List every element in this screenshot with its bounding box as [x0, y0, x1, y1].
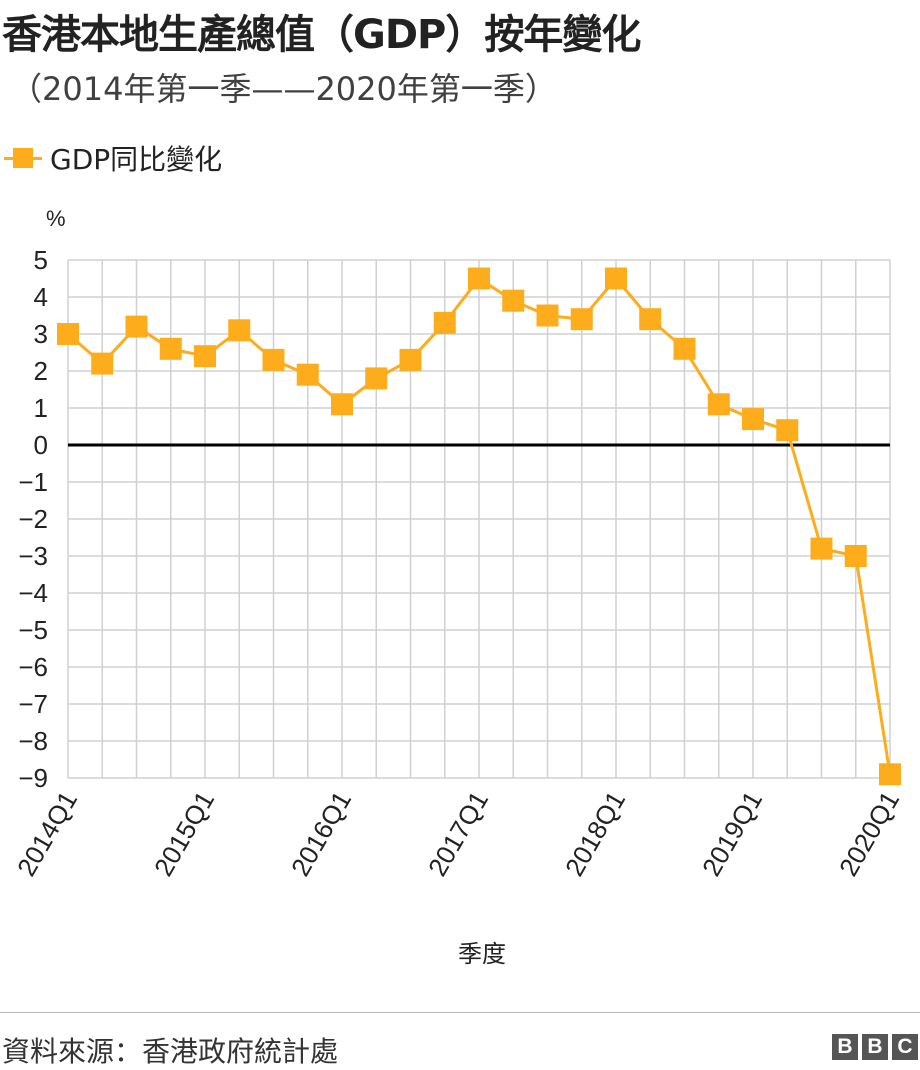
y-tick-label: −1 — [18, 467, 48, 497]
data-point — [91, 352, 114, 375]
data-point — [536, 304, 559, 327]
line-chart: 5 4 3 2 1 0 −1 −2 −3 −4 −5 −6 −7 −8 −9% 2014Q1 2015Q1 201… — [11, 206, 905, 968]
data-point — [365, 367, 388, 390]
x-tick-label: 2015Q1 — [148, 786, 220, 881]
x-tick-label: 2017Q1 — [422, 786, 494, 881]
data-point — [125, 315, 148, 338]
y-tick-label: −8 — [18, 726, 48, 756]
y-tick-label: −4 — [18, 578, 48, 608]
data-point — [228, 319, 251, 342]
x-tick-label: 2019Q1 — [696, 786, 768, 881]
logo-letter: B — [862, 1034, 888, 1060]
y-tick-label: 2 — [34, 356, 48, 386]
y-tick-label: −2 — [18, 504, 48, 534]
x-tick-label: 2016Q1 — [285, 786, 357, 881]
y-tick-label: 5 — [34, 245, 48, 275]
y-tick-label: 0 — [34, 430, 48, 460]
data-point — [673, 337, 696, 360]
data-point — [605, 267, 627, 290]
y-tick-label: −6 — [18, 652, 48, 682]
data-point — [879, 763, 901, 786]
chart-title: 香港本地生產總值（GDP）按年變化 — [2, 12, 641, 58]
y-tick-label: −3 — [18, 541, 48, 571]
logo-letter: C — [892, 1034, 918, 1060]
footer-divider — [0, 1012, 920, 1013]
data-point — [844, 545, 867, 567]
data-point — [433, 311, 456, 334]
chart-subtitle: （2014年第一季——2020年第一季） — [10, 70, 557, 108]
data-point — [742, 408, 764, 431]
y-tick-label: −7 — [18, 689, 48, 719]
x-tick-label: 2020Q1 — [833, 786, 905, 881]
legend: GDP同比變化 — [4, 138, 222, 178]
data-point — [296, 363, 319, 386]
data-point — [707, 393, 730, 416]
y-tick-label: 4 — [34, 282, 48, 312]
source-note: 資料來源：香港政府統計處 — [2, 1035, 339, 1068]
data-point — [776, 419, 799, 442]
data-point — [468, 267, 490, 290]
data-point — [570, 308, 593, 331]
x-tick-label: 2018Q1 — [559, 786, 631, 881]
data-point — [159, 337, 182, 360]
y-tick-label: −9 — [18, 763, 48, 793]
x-tick-label: 2014Q1 — [11, 786, 83, 881]
data-point — [57, 323, 79, 345]
legend-marker — [4, 145, 42, 171]
data-point — [194, 345, 216, 368]
data-point — [262, 348, 285, 371]
data-point — [810, 537, 833, 560]
data-point — [502, 289, 525, 312]
y-tick-label: 3 — [34, 319, 48, 349]
bbc-logo: B B C — [832, 1034, 918, 1060]
data-point — [331, 393, 353, 416]
y-axis-label: % — [46, 206, 66, 231]
x-axis-label: 季度 — [458, 940, 506, 968]
y-tick-label: 1 — [34, 393, 48, 423]
data-point — [399, 348, 422, 371]
legend-label: GDP同比變化 — [50, 143, 223, 176]
y-tick-label: −5 — [18, 615, 48, 645]
logo-letter: B — [832, 1034, 858, 1060]
data-point — [639, 308, 662, 331]
